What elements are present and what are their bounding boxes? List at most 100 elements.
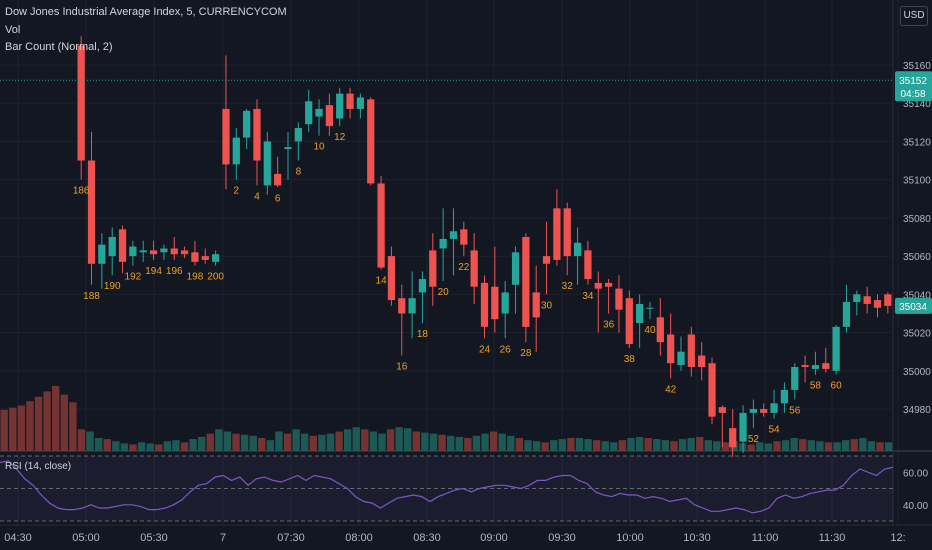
time-axis-label: 05:00 <box>72 532 100 544</box>
volume-bar <box>86 431 94 451</box>
volume-bar <box>43 391 51 451</box>
price-axis-label: 35120 <box>903 137 931 148</box>
candle-body <box>594 282 602 289</box>
volume-bar <box>764 443 773 451</box>
candle-body <box>749 409 758 413</box>
volume-bar <box>799 439 807 451</box>
bar-count-label: 198 <box>187 272 204 283</box>
volume-bar <box>26 401 34 451</box>
volume-bar <box>713 441 721 451</box>
candle-body <box>118 229 127 262</box>
volume-bar <box>52 386 60 451</box>
bar-count-label: 2 <box>234 186 240 197</box>
volume-bar <box>670 441 678 451</box>
price-axis-label: 35040 <box>903 290 931 301</box>
candle-body <box>636 303 644 324</box>
volume-bar <box>790 438 798 451</box>
candle-body <box>791 367 799 390</box>
currency-button[interactable]: USD <box>900 6 928 26</box>
volume-bar <box>129 444 137 451</box>
volume-bar <box>386 429 395 451</box>
candle-body <box>801 365 809 367</box>
volume-bar <box>155 444 163 451</box>
volume-bar <box>163 441 172 451</box>
volume-bar <box>447 435 455 451</box>
candle-body <box>832 326 840 371</box>
candle-body <box>211 254 220 262</box>
bar-count-label: 190 <box>104 281 121 292</box>
candle-body <box>408 298 416 314</box>
candle-body <box>284 147 292 150</box>
candle-body <box>139 250 147 253</box>
rsi-axis-label: 40.00 <box>903 501 928 512</box>
candle-body <box>387 256 396 301</box>
volume-bar <box>635 436 644 451</box>
candle-body <box>108 237 116 257</box>
candle-body <box>160 248 168 253</box>
candle-body <box>149 250 158 255</box>
time-axis-label: 11:00 <box>752 532 779 544</box>
volume-legend: Vol <box>5 24 21 36</box>
volume-bar <box>644 438 652 451</box>
volume-bar <box>841 440 850 451</box>
volume-bar <box>876 442 884 451</box>
candle-body <box>822 363 830 369</box>
volume-bar <box>661 440 670 451</box>
volume-bar <box>601 441 609 451</box>
candle-body <box>356 97 365 109</box>
rsi-line <box>0 460 894 514</box>
chart-title: Dow Jones Industrial Average Index, 5, C… <box>5 6 287 18</box>
bar-count-label: 194 <box>145 266 162 277</box>
candle-body <box>325 105 333 127</box>
candle-body <box>729 428 737 448</box>
bar-count-label: 22 <box>458 262 470 273</box>
bar-count-label: 24 <box>479 344 491 355</box>
volume-bar <box>524 440 532 451</box>
volume-bar <box>627 438 635 451</box>
candle-body <box>511 252 520 285</box>
candle-body <box>377 183 385 268</box>
time-axis-label: 05:30 <box>140 532 168 544</box>
bar-count-label: 10 <box>313 142 325 153</box>
candle-body <box>429 250 437 287</box>
time-axis-label: 08:00 <box>345 532 373 544</box>
time-axis-label: 09:30 <box>548 532 576 544</box>
volume-bar <box>464 438 472 451</box>
bar-count-label: 196 <box>166 266 183 277</box>
volume-bar <box>541 442 549 451</box>
candle-body <box>180 250 189 255</box>
candle-body <box>305 101 313 125</box>
bar-count-label: 32 <box>562 281 574 292</box>
volume-bar <box>215 429 223 451</box>
candle-body <box>646 307 654 309</box>
candle-body <box>491 286 499 320</box>
candle-body <box>842 302 851 327</box>
volume-bar <box>532 441 541 451</box>
bar-count-label: 40 <box>644 325 656 336</box>
time-axis-label: 12: <box>890 532 905 544</box>
volume-bar <box>258 438 266 451</box>
price-axis-label: 35020 <box>903 329 931 340</box>
candle-body <box>294 128 302 142</box>
volume-bar <box>112 441 120 451</box>
volume-bar <box>189 439 197 451</box>
volume-bar <box>240 434 249 451</box>
price-axis-label: 35160 <box>903 61 931 72</box>
bar-count-label: 186 <box>73 186 90 197</box>
price-axis-label: 35080 <box>903 214 931 225</box>
volume-bar <box>618 440 627 451</box>
candle-body <box>604 282 613 287</box>
candle-body <box>687 334 695 367</box>
candle-body <box>460 229 468 245</box>
current-price-badge <box>895 71 932 102</box>
volume-bar <box>283 433 292 451</box>
volume-bar <box>120 443 129 451</box>
bar-count-label: 18 <box>417 329 429 340</box>
bar-count-label: 188 <box>83 291 100 302</box>
candle-body <box>615 288 623 310</box>
volume-bar <box>69 402 77 451</box>
candle-body <box>584 250 592 280</box>
volume-bar <box>206 433 214 451</box>
bar-count-label: 8 <box>296 167 302 178</box>
